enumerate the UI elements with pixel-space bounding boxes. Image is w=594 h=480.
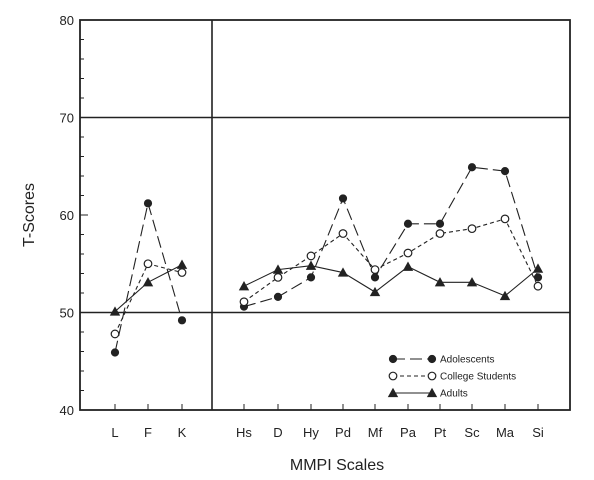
series-line-adults-clinical: [243, 265, 539, 297]
data-point-adults: [238, 280, 250, 291]
x-tick-label-l: L: [111, 425, 118, 440]
legend-marker-adolescents: [388, 354, 398, 364]
y-tick-label: 70: [60, 111, 74, 126]
data-point-adolescents: [177, 316, 187, 325]
x-tick-label-ma: Ma: [496, 425, 515, 440]
data-point-college-students: [110, 329, 120, 339]
x-tick-label-pt: Pt: [434, 425, 447, 440]
data-point-adults: [369, 286, 381, 297]
legend-label-adolescents: Adolescents: [440, 355, 494, 366]
data-point-adolescents: [435, 219, 445, 228]
x-axis-title: MMPI Scales: [290, 457, 384, 474]
legend-marker-college-students: [427, 371, 437, 381]
data-point-college-students: [370, 265, 380, 275]
x-tick-label-si: Si: [532, 425, 544, 440]
x-tick-label-mf: Mf: [368, 425, 383, 440]
series-line-college-students-validity: [114, 263, 183, 335]
series-line-adults-validity: [114, 264, 183, 312]
y-tick-label: 60: [60, 208, 74, 223]
data-point-adults: [176, 259, 188, 269]
plot-frame: [79, 19, 571, 411]
data-point-adolescents: [500, 167, 510, 176]
data-point-adolescents: [143, 199, 153, 208]
data-point-adults: [109, 306, 121, 316]
x-tick-label-hs: Hs: [236, 425, 252, 440]
x-tick-label-pa: Pa: [400, 425, 417, 440]
data-point-college-students: [500, 214, 510, 224]
data-point-adults: [272, 264, 284, 274]
data-point-college-students: [143, 259, 153, 269]
data-point-adolescents: [110, 348, 120, 357]
data-point-adults: [532, 263, 544, 273]
x-tick-label-sc: Sc: [464, 425, 480, 440]
data-point-adults: [337, 267, 349, 277]
legend-marker-adolescents: [427, 354, 437, 364]
legend-label-college-students: College Students: [440, 372, 516, 383]
data-point-college-students: [338, 229, 348, 238]
data-point-college-students: [273, 273, 283, 282]
data-point-adolescents: [370, 273, 380, 282]
data-point-college-students: [533, 281, 543, 291]
data-point-adults: [466, 277, 478, 287]
data-point-adolescents: [273, 292, 283, 301]
data-point-adolescents: [306, 273, 316, 282]
legend: Adolescents College Students Adults: [387, 354, 516, 400]
data-point-college-students: [435, 229, 445, 238]
data-point-adults: [142, 277, 154, 287]
data-point-adults: [305, 260, 317, 270]
series-line-college-students-clinical: [243, 218, 539, 303]
x-tick-label-d: D: [273, 425, 282, 440]
x-tick-label-pd: Pd: [335, 425, 351, 440]
plot-area: 40 50 60 70 80 L F K Hs D Hy Pd Mf Pa Pt Sc Ma Si: [60, 13, 571, 440]
y-tick-label: 40: [60, 403, 74, 418]
x-tick-label-f: F: [144, 425, 152, 440]
legend-label-adults: Adults: [440, 389, 468, 400]
x-tick-label-k: K: [178, 425, 187, 440]
series-line-adolescents-clinical: [243, 166, 539, 308]
y-tick-label: 80: [60, 13, 74, 28]
data-point-college-students: [306, 251, 316, 261]
data-point-adults: [499, 290, 511, 301]
series-line-adolescents-validity: [114, 203, 183, 353]
legend-marker-adults: [426, 387, 438, 398]
data-point-college-students: [403, 248, 413, 258]
legend-marker-adults: [387, 387, 399, 398]
data-point-college-students: [467, 224, 477, 234]
data-point-adults: [402, 261, 414, 271]
data-point-adolescents: [533, 273, 543, 282]
y-tick-label: 50: [60, 306, 74, 321]
data-point-adolescents: [403, 219, 413, 228]
data-point-adolescents: [338, 194, 348, 203]
x-tick-label-hy: Hy: [303, 425, 319, 440]
legend-marker-college-students: [388, 371, 398, 381]
data-point-college-students: [177, 268, 187, 277]
y-axis-title: T-Scores: [21, 183, 38, 247]
data-point-adolescents: [467, 163, 477, 172]
data-point-college-students: [239, 297, 249, 307]
data-point-adults: [434, 277, 446, 287]
